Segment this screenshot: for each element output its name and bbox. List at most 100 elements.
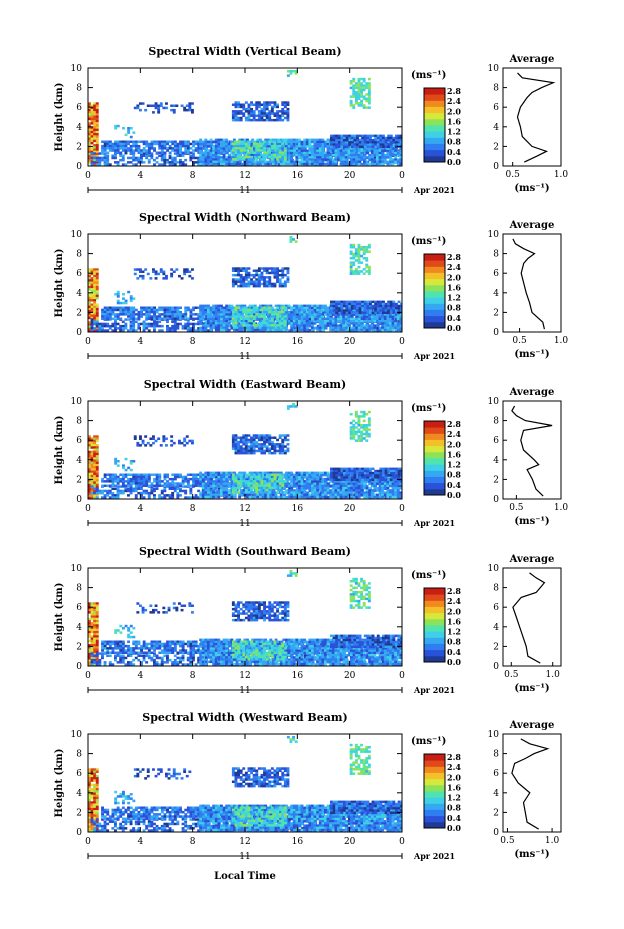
heatmap-cell xyxy=(220,311,223,314)
heatmap-cell xyxy=(298,310,302,314)
heatmap-cell xyxy=(276,116,279,120)
heatmap-cell xyxy=(116,317,120,320)
heatmap-cell xyxy=(303,320,307,323)
heatmap-cell xyxy=(392,302,396,306)
heatmap-cell xyxy=(95,296,99,300)
heatmap-cell xyxy=(127,147,130,150)
heatmap-cell xyxy=(369,305,372,308)
heatmap-cell xyxy=(354,99,358,103)
heatmap-cell xyxy=(268,317,272,320)
heatmap-cell xyxy=(244,313,248,316)
heatmap-cell xyxy=(116,147,120,150)
heatmap-cell xyxy=(352,320,356,323)
heatmap-cell xyxy=(121,147,125,150)
heatmap-cell xyxy=(384,302,388,306)
heatmap-cell xyxy=(374,307,378,310)
heatmap-cell xyxy=(285,160,288,164)
heatmap-cell xyxy=(252,269,256,272)
heatmap-cell xyxy=(318,324,322,327)
heatmap-cell xyxy=(360,313,364,316)
heatmap-cell xyxy=(257,144,261,148)
heatmap-cell xyxy=(172,270,176,273)
heatmap-cell xyxy=(230,156,234,159)
heatmap-cell xyxy=(298,160,301,164)
heatmap-cell xyxy=(90,288,94,291)
heatmap-cell xyxy=(335,136,339,140)
heatmap-cell xyxy=(220,143,223,146)
heatmap-cell xyxy=(347,154,351,157)
heatmap-cell xyxy=(281,107,285,111)
heatmap-cell xyxy=(305,143,309,146)
heatmap-cell xyxy=(106,147,110,150)
heatmap-cell xyxy=(309,317,312,320)
heatmap-cell xyxy=(93,312,97,315)
heatmap-cell xyxy=(257,269,261,272)
heatmap-cell xyxy=(316,320,320,323)
heatmap-cell xyxy=(288,154,292,157)
heatmap-cell xyxy=(366,307,370,310)
heatmap-cell xyxy=(93,310,97,313)
heatmap-cell xyxy=(324,140,328,143)
heatmap-cell xyxy=(250,282,253,286)
heatmap-cell xyxy=(127,127,131,130)
heatmap-cell xyxy=(335,300,339,304)
heatmap-cell xyxy=(347,313,351,316)
heatmap-cell xyxy=(150,310,154,314)
heatmap-cell xyxy=(395,311,398,315)
heatmap-cell xyxy=(324,322,327,325)
heatmap-cell xyxy=(365,162,369,166)
heatmap-cell xyxy=(231,315,235,318)
heatmap-cell xyxy=(273,284,277,288)
heatmap-cell xyxy=(361,311,365,315)
heatmap-cell xyxy=(179,315,182,318)
heatmap-cell xyxy=(171,329,175,332)
heatmap-cell xyxy=(318,147,322,150)
heatmap-cell xyxy=(160,163,164,166)
colorbar-swatch xyxy=(424,155,445,163)
heatmap-cell xyxy=(399,156,402,159)
heatmap-cell xyxy=(376,151,379,155)
heatmap-cell xyxy=(121,163,125,166)
heatmap-cell xyxy=(170,272,174,276)
heatmap-cell xyxy=(318,149,322,153)
colorbar-frame xyxy=(423,87,446,163)
heatmap-cell xyxy=(220,156,223,159)
heatmap-cell xyxy=(314,158,318,162)
heatmap-cell xyxy=(119,324,123,328)
heatmap-cell xyxy=(286,269,290,272)
heatmap-cell xyxy=(90,314,94,317)
heatmap-cell xyxy=(305,328,309,332)
heatmap-cell xyxy=(93,124,97,127)
heatmap-cell xyxy=(360,322,364,325)
colorbar-swatch xyxy=(424,94,445,101)
heatmap-cell xyxy=(294,240,298,243)
heatmap-cell xyxy=(332,134,336,138)
heatmap-cell xyxy=(329,156,333,159)
heatmap-cell xyxy=(199,313,203,316)
heatmap-cell xyxy=(301,151,305,154)
heatmap-cell xyxy=(335,307,339,310)
heatmap-cell xyxy=(93,320,97,323)
heatmap-cell xyxy=(95,303,99,306)
heatmap-cell xyxy=(343,143,346,146)
heatmap-cell xyxy=(197,315,201,318)
heatmap-cell xyxy=(247,280,251,283)
heatmap-cell xyxy=(366,141,370,144)
heatmap-cell xyxy=(153,315,156,318)
heatmap-cell xyxy=(263,153,266,157)
heatmap-cell xyxy=(250,313,253,316)
heatmap-cell xyxy=(276,271,279,275)
heatmap-cell xyxy=(363,313,366,316)
heatmap-cell xyxy=(88,303,91,306)
heatmap-cell xyxy=(358,302,362,306)
heatmap-cell xyxy=(265,112,269,115)
heatmap-cell xyxy=(106,308,110,312)
heatmap-cell xyxy=(397,154,401,157)
heatmap-cell xyxy=(391,313,395,316)
heatmap-cell xyxy=(173,320,177,323)
heatmap-cell xyxy=(365,97,369,101)
heatmap-cell xyxy=(281,269,285,272)
heatmap-cell xyxy=(114,324,117,328)
heatmap-cell xyxy=(158,308,162,312)
heatmap-cell xyxy=(132,149,136,152)
